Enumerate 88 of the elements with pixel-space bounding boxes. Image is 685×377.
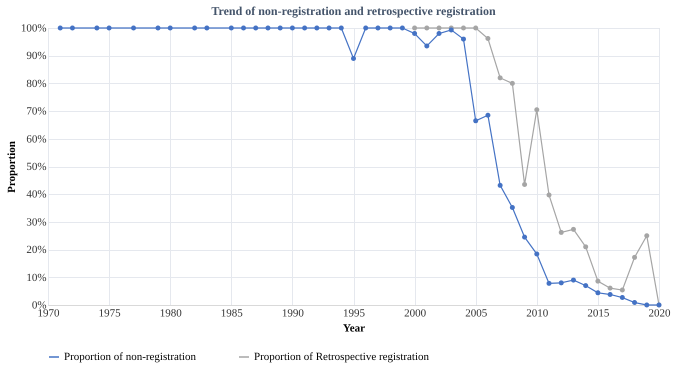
point [412,31,418,36]
point [412,26,418,30]
point [58,26,63,30]
y-tick-label: 90% [26,50,46,62]
y-tick-label: 70% [26,106,46,118]
point [546,192,552,198]
point [570,278,576,283]
point [608,286,613,291]
y-tick-label: 100% [20,22,46,34]
point [608,292,613,297]
point [436,26,442,30]
point [595,290,600,296]
chart-title: Trend of non-registration and retrospective registration [211,4,496,18]
y-tick-label: 50% [26,161,46,173]
point [485,112,490,118]
x-tick-label: 2010 [526,308,549,320]
point [583,244,588,250]
legend-label: Proportion of non-registration [64,351,196,363]
point [400,26,405,30]
point [510,205,515,210]
point [546,280,552,286]
point [314,26,320,30]
point [498,75,503,80]
point [70,26,75,30]
point [473,26,478,30]
point [485,36,490,42]
point [570,226,576,232]
point [522,234,528,240]
point [106,26,112,30]
point [228,26,234,30]
y-tick-label: 20% [26,244,46,256]
point [632,300,638,305]
y-tick-label: 30% [26,216,46,228]
point [534,107,540,112]
point [168,26,173,30]
point [253,26,258,30]
point [265,26,270,30]
point [632,254,638,260]
x-tick-label: 1970 [38,308,60,320]
y-tick-label: 40% [26,188,46,201]
x-tick-label: 2005 [465,308,488,320]
point [424,26,430,30]
point [204,26,210,30]
point [326,26,332,30]
point [498,182,503,188]
y-axis-title: Proportion [6,141,18,193]
x-tick-label: 1995 [343,308,366,320]
x-tick-label: 1985 [220,308,244,320]
point [388,26,393,30]
point [595,278,600,284]
point [155,26,160,30]
point [424,44,430,48]
point [351,56,356,61]
y-tick-label: 10% [26,272,46,284]
point [460,36,466,42]
y-tick-label: 80% [26,78,46,90]
point [558,230,564,235]
x-tick-label: 1975 [98,308,122,320]
x-tick-label: 2000 [404,308,427,320]
point [460,26,466,30]
point [241,26,246,30]
point [436,31,442,36]
point [338,26,344,30]
point [620,295,625,300]
point [94,26,100,30]
point [583,283,588,288]
point [290,26,295,30]
legend-label: Proportion of Retrospective registration [254,351,430,363]
point [620,288,625,293]
x-tick-label: 2015 [587,308,610,320]
point [278,26,283,30]
point [131,26,136,30]
point [522,182,528,187]
point [302,26,308,30]
x-tick-label: 1990 [282,308,304,320]
x-tick-label: 2020 [648,308,671,320]
point [473,118,478,124]
point [192,26,198,30]
point [375,26,380,30]
y-tick-label: 60% [26,133,46,146]
point [363,26,368,30]
point [644,302,650,308]
x-axis-title: Year [343,322,366,334]
point [558,280,564,286]
point [534,252,540,257]
x-tick-label: 1980 [160,308,182,320]
point [644,233,650,238]
point [510,80,515,86]
